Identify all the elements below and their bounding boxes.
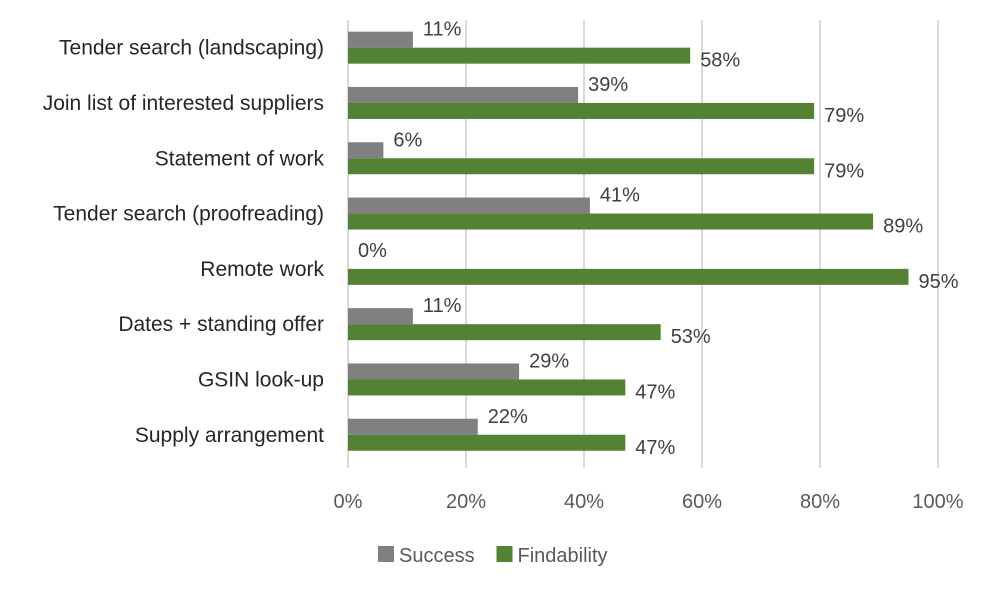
legend-swatch-success <box>378 546 394 562</box>
legend-label-findability: Findability <box>518 545 608 567</box>
data-label-success: 29% <box>529 350 569 372</box>
category-label: Supply arrangement <box>135 424 324 447</box>
category-label: Statement of work <box>155 147 325 170</box>
data-label-findability: 53% <box>671 326 711 348</box>
data-label-success: 0% <box>358 240 387 262</box>
bar-findability <box>348 102 815 119</box>
bar-success <box>348 197 590 214</box>
data-labels: 11% 58% 39% 79% 6% 79% 41% 89% 0% 95% 11% 53% 29% 47%… <box>358 19 959 459</box>
bar-findability <box>348 158 815 175</box>
data-label-findability: 89% <box>883 216 923 238</box>
data-label-findability: 47% <box>635 437 675 459</box>
category-label: Tender search (landscaping) <box>59 37 324 60</box>
bar-findability <box>348 213 874 230</box>
x-tick-label: 100% <box>912 491 963 513</box>
bars <box>348 31 909 451</box>
bar-success <box>348 86 579 103</box>
data-label-success: 39% <box>588 74 628 96</box>
x-tick-label: 40% <box>564 491 604 513</box>
data-label-findability: 79% <box>824 160 864 182</box>
category-label: Join list of interested suppliers <box>43 92 324 115</box>
bar-success <box>348 418 478 435</box>
category-labels: Tender search (landscaping) Join list of … <box>43 37 325 447</box>
data-label-success: 22% <box>488 406 528 428</box>
data-label-success: 41% <box>600 185 640 207</box>
data-label-success: 11% <box>423 19 462 41</box>
bar-findability <box>348 47 691 64</box>
data-label-findability: 47% <box>635 381 675 403</box>
bar-findability <box>348 379 626 396</box>
category-label: Tender search (proofreading) <box>53 203 324 226</box>
category-label: GSIN look-up <box>198 368 324 391</box>
bar-findability <box>348 324 661 341</box>
data-label-findability: 58% <box>700 50 740 72</box>
data-label-success: 11% <box>423 295 462 317</box>
bar-success <box>348 308 413 325</box>
legend-label-success: Success <box>399 545 475 567</box>
bar-findability <box>348 434 626 451</box>
category-label: Dates + standing offer <box>118 313 324 336</box>
x-axis-ticks: 0% 20% 40% 60% 80% 100% <box>334 491 964 513</box>
bar-success <box>348 142 384 159</box>
data-label-success: 6% <box>393 129 422 151</box>
x-tick-label: 80% <box>800 491 840 513</box>
x-tick-label: 60% <box>682 491 722 513</box>
data-label-findability: 95% <box>919 271 959 293</box>
legend: Success Findability <box>378 545 608 567</box>
x-tick-label: 20% <box>446 491 486 513</box>
legend-swatch-findability <box>496 546 513 562</box>
category-label: Remote work <box>200 258 324 281</box>
bar-success <box>348 31 413 48</box>
x-tick-label: 0% <box>334 491 363 513</box>
bar-findability <box>348 268 909 285</box>
bar-success <box>348 363 520 380</box>
data-label-findability: 79% <box>824 105 864 127</box>
